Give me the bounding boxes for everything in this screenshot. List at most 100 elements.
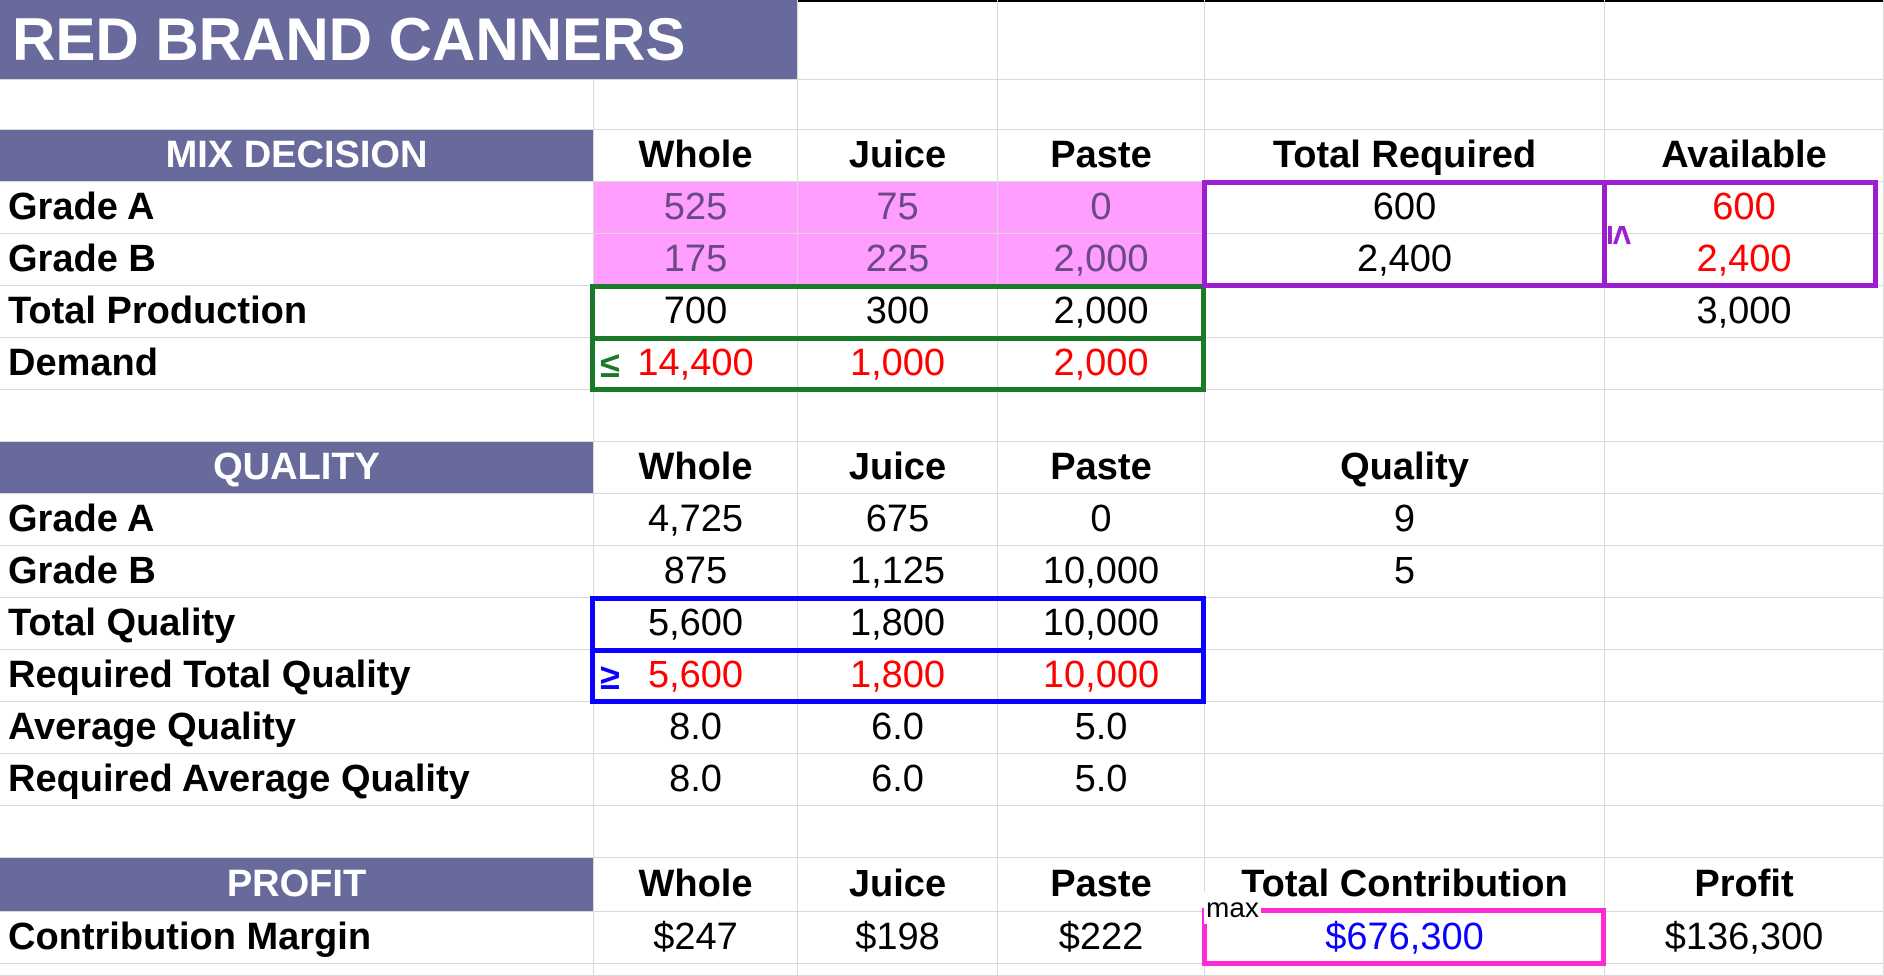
cell[interactable] bbox=[0, 964, 594, 976]
total-production-juice[interactable]: 300 bbox=[798, 286, 998, 338]
decision-cell-a-paste[interactable]: 0 bbox=[998, 182, 1205, 234]
cell[interactable] bbox=[1605, 754, 1884, 806]
profit-col-total-contribution[interactable]: Total Contribution bbox=[1205, 858, 1605, 912]
quality-b-whole[interactable]: 875 bbox=[594, 546, 798, 598]
margin-juice[interactable]: $198 bbox=[798, 912, 998, 964]
col-header-paste[interactable]: Paste bbox=[998, 130, 1205, 182]
col-header-juice[interactable]: Juice bbox=[798, 130, 998, 182]
cell[interactable] bbox=[1205, 964, 1605, 976]
cell[interactable] bbox=[1205, 0, 1605, 80]
cell[interactable] bbox=[1205, 390, 1605, 442]
cell[interactable] bbox=[1605, 390, 1884, 442]
demand-juice[interactable]: 1,000 bbox=[798, 338, 998, 390]
profit-value[interactable]: $136,300 bbox=[1605, 912, 1884, 964]
cell[interactable] bbox=[1605, 0, 1884, 80]
cell[interactable] bbox=[1605, 80, 1884, 130]
cell[interactable] bbox=[594, 964, 798, 976]
cell[interactable] bbox=[798, 80, 998, 130]
cell[interactable] bbox=[594, 80, 798, 130]
available-b[interactable]: 2,400 bbox=[1605, 234, 1884, 286]
col-header-available[interactable]: Available bbox=[1605, 130, 1884, 182]
total-production-whole[interactable]: 700 bbox=[594, 286, 798, 338]
cell[interactable] bbox=[0, 806, 594, 858]
total-contribution-value[interactable]: $676,300 bbox=[1205, 912, 1605, 964]
cell[interactable] bbox=[1605, 806, 1884, 858]
cell[interactable] bbox=[1205, 286, 1605, 338]
quality-a-score[interactable]: 9 bbox=[1205, 494, 1605, 546]
cell[interactable] bbox=[1605, 546, 1884, 598]
cell[interactable] bbox=[1205, 650, 1605, 702]
quality-col-juice[interactable]: Juice bbox=[798, 442, 998, 494]
required-average-quality-whole[interactable]: 8.0 bbox=[594, 754, 798, 806]
cell[interactable] bbox=[1205, 806, 1605, 858]
demand-paste[interactable]: 2,000 bbox=[998, 338, 1205, 390]
profit-col-whole[interactable]: Whole bbox=[594, 858, 798, 912]
cell[interactable] bbox=[1605, 650, 1884, 702]
cell[interactable] bbox=[594, 806, 798, 858]
col-header-whole[interactable]: Whole bbox=[594, 130, 798, 182]
cell[interactable] bbox=[798, 390, 998, 442]
cell[interactable] bbox=[1605, 338, 1884, 390]
decision-cell-a-juice[interactable]: 75 bbox=[798, 182, 998, 234]
available-a[interactable]: 600 bbox=[1605, 182, 1884, 234]
cell[interactable] bbox=[1605, 702, 1884, 754]
required-total-quality-whole[interactable]: 5,600 bbox=[594, 650, 798, 702]
available-less-equal-symbol: ≤ bbox=[1599, 225, 1641, 245]
cell[interactable] bbox=[998, 806, 1205, 858]
quality-a-paste[interactable]: 0 bbox=[998, 494, 1205, 546]
cell[interactable] bbox=[1605, 964, 1884, 976]
average-quality-juice[interactable]: 6.0 bbox=[798, 702, 998, 754]
cell[interactable] bbox=[1205, 338, 1605, 390]
cell[interactable] bbox=[1205, 80, 1605, 130]
quality-a-whole[interactable]: 4,725 bbox=[594, 494, 798, 546]
total-quality-juice[interactable]: 1,800 bbox=[798, 598, 998, 650]
decision-cell-b-paste[interactable]: 2,000 bbox=[998, 234, 1205, 286]
cell[interactable] bbox=[0, 390, 594, 442]
required-average-quality-paste[interactable]: 5.0 bbox=[998, 754, 1205, 806]
cell[interactable] bbox=[1205, 754, 1605, 806]
cell[interactable] bbox=[798, 0, 998, 80]
required-average-quality-juice[interactable]: 6.0 bbox=[798, 754, 998, 806]
cell[interactable] bbox=[998, 80, 1205, 130]
profit-col-paste[interactable]: Paste bbox=[998, 858, 1205, 912]
cell[interactable] bbox=[594, 390, 798, 442]
required-total-quality-paste[interactable]: 10,000 bbox=[998, 650, 1205, 702]
cell[interactable] bbox=[1205, 598, 1605, 650]
quality-col-quality[interactable]: Quality bbox=[1205, 442, 1605, 494]
decision-cell-b-juice[interactable]: 225 bbox=[798, 234, 998, 286]
total-quality-paste[interactable]: 10,000 bbox=[998, 598, 1205, 650]
available-total[interactable]: 3,000 bbox=[1605, 286, 1884, 338]
profit-col-profit[interactable]: Profit bbox=[1605, 858, 1884, 912]
col-header-total-required[interactable]: Total Required bbox=[1205, 130, 1605, 182]
cell[interactable] bbox=[998, 0, 1205, 80]
cell[interactable] bbox=[798, 964, 998, 976]
quality-b-score[interactable]: 5 bbox=[1205, 546, 1605, 598]
margin-whole[interactable]: $247 bbox=[594, 912, 798, 964]
average-quality-paste[interactable]: 5.0 bbox=[998, 702, 1205, 754]
profit-col-juice[interactable]: Juice bbox=[798, 858, 998, 912]
cell[interactable] bbox=[1605, 494, 1884, 546]
row-label-required-average-quality: Required Average Quality bbox=[0, 754, 594, 806]
quality-b-paste[interactable]: 10,000 bbox=[998, 546, 1205, 598]
total-required-b[interactable]: 2,400 bbox=[1205, 234, 1605, 286]
cell[interactable] bbox=[998, 390, 1205, 442]
cell[interactable] bbox=[1605, 442, 1884, 494]
total-production-paste[interactable]: 2,000 bbox=[998, 286, 1205, 338]
demand-whole[interactable]: 14,400 bbox=[594, 338, 798, 390]
average-quality-whole[interactable]: 8.0 bbox=[594, 702, 798, 754]
required-total-quality-juice[interactable]: 1,800 bbox=[798, 650, 998, 702]
cell[interactable] bbox=[1605, 598, 1884, 650]
total-required-a[interactable]: 600 bbox=[1205, 182, 1605, 234]
cell[interactable] bbox=[798, 806, 998, 858]
cell[interactable] bbox=[0, 80, 594, 130]
total-quality-whole[interactable]: 5,600 bbox=[594, 598, 798, 650]
quality-a-juice[interactable]: 675 bbox=[798, 494, 998, 546]
cell[interactable] bbox=[998, 964, 1205, 976]
decision-cell-b-whole[interactable]: 175 bbox=[594, 234, 798, 286]
decision-cell-a-whole[interactable]: 525 bbox=[594, 182, 798, 234]
quality-b-juice[interactable]: 1,125 bbox=[798, 546, 998, 598]
cell[interactable] bbox=[1205, 702, 1605, 754]
margin-paste[interactable]: $222 bbox=[998, 912, 1205, 964]
quality-col-whole[interactable]: Whole bbox=[594, 442, 798, 494]
quality-col-paste[interactable]: Paste bbox=[998, 442, 1205, 494]
